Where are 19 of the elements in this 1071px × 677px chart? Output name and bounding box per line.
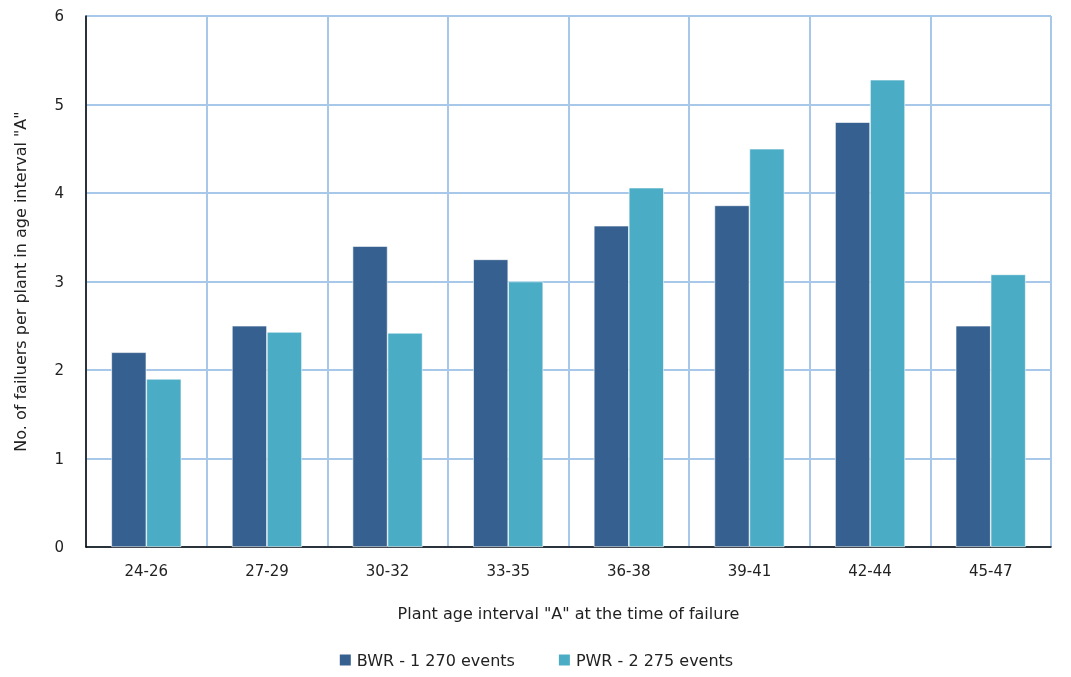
x-axis-title: Plant age interval "A" at the time of failure bbox=[397, 603, 740, 623]
y-tick-label: 5 bbox=[54, 95, 64, 114]
y-axis-title: No. of failuers per plant in age interval "A" bbox=[10, 111, 30, 452]
y-tick-label: 4 bbox=[54, 184, 64, 202]
legend-label: PWR - 2 275 events bbox=[575, 650, 734, 670]
x-tick-label: 36-38 bbox=[607, 561, 651, 580]
x-tick-label: 39-41 bbox=[727, 561, 772, 580]
x-tick-label: 45-47 bbox=[968, 561, 1013, 580]
y-tick-label: 2 bbox=[54, 361, 64, 379]
y-tick-label: 0 bbox=[54, 538, 64, 556]
y-tick-label: 1 bbox=[54, 449, 64, 468]
x-tick-label: 30-32 bbox=[365, 561, 410, 580]
x-tick-label: 33-35 bbox=[486, 561, 530, 580]
y-tick-label: 3 bbox=[54, 272, 64, 291]
legend-label: BWR - 1 270 events bbox=[356, 650, 515, 670]
x-tick-label: 24-26 bbox=[124, 561, 169, 580]
y-tick-label: 6 bbox=[54, 7, 64, 25]
x-tick-label: 27-29 bbox=[245, 561, 289, 580]
x-tick-label: 42-44 bbox=[848, 561, 892, 580]
